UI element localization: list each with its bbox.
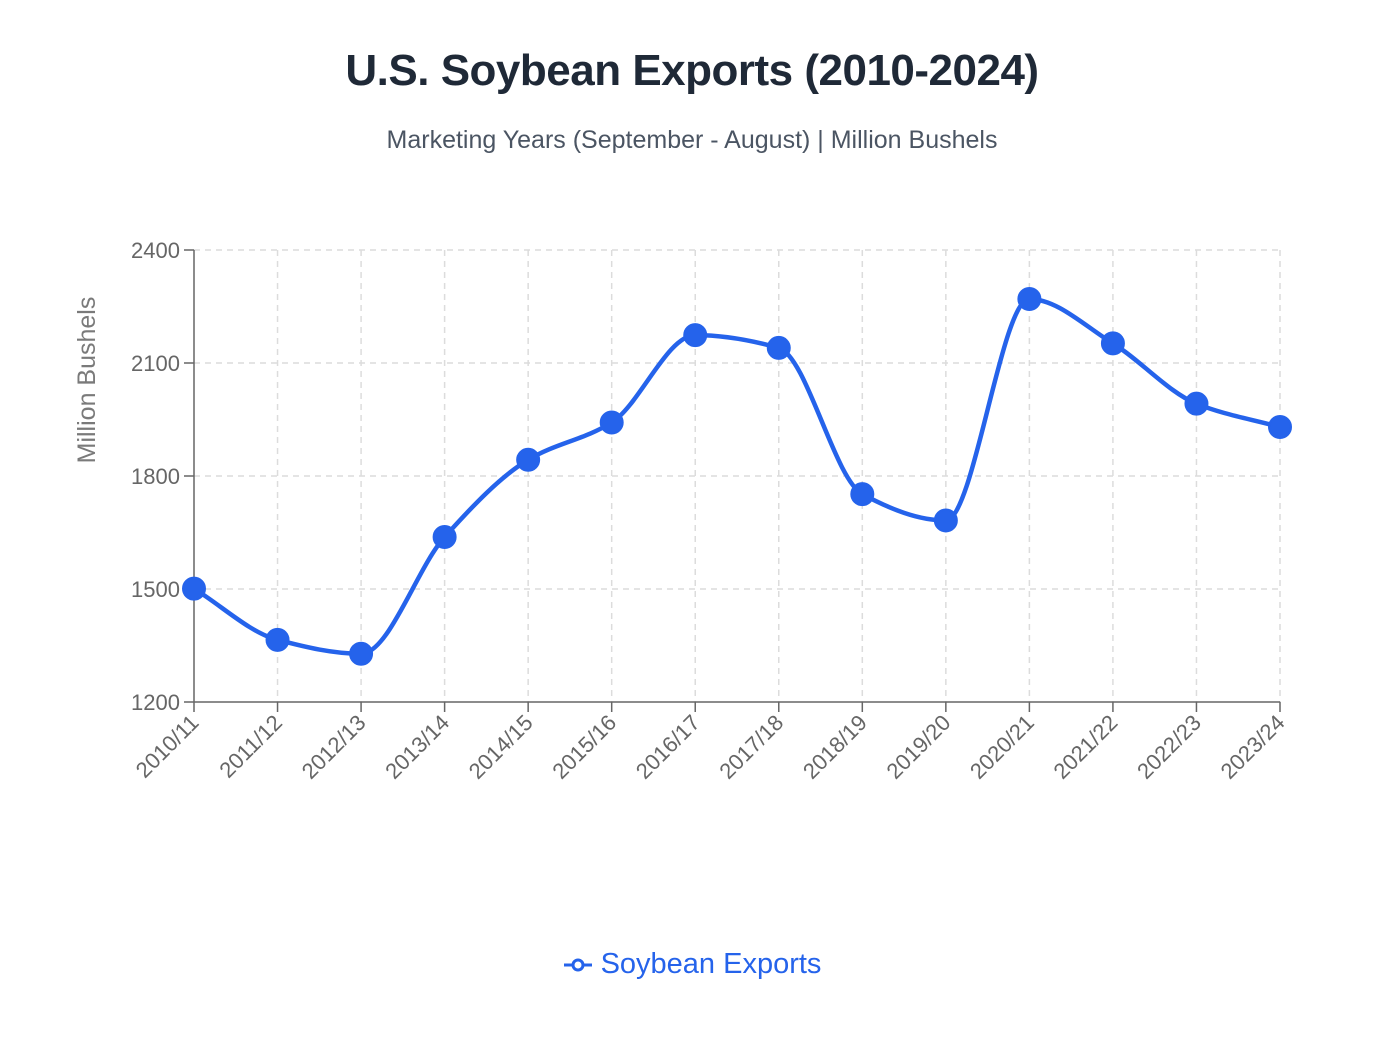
data-point[interactable]	[265, 627, 290, 652]
series-line	[191, 296, 1283, 657]
x-tick-label: 2019/20	[881, 710, 955, 784]
chart-title: U.S. Soybean Exports (2010-2024)	[345, 46, 1039, 95]
data-point[interactable]	[1184, 391, 1209, 416]
x-tick-label: 2013/14	[380, 710, 454, 784]
x-tick-label: 2020/21	[965, 710, 1039, 784]
y-tick-label: 2400	[131, 238, 180, 263]
x-tick-label: 2022/23	[1132, 710, 1206, 784]
x-tick-label: 2014/15	[464, 710, 538, 784]
data-point[interactable]	[349, 641, 374, 666]
y-tick-label: 2100	[131, 351, 180, 376]
data-point[interactable]	[683, 323, 708, 348]
legend-label: Soybean Exports	[600, 948, 822, 980]
x-tick-label: 2010/11	[131, 710, 204, 783]
data-point[interactable]	[432, 525, 457, 550]
x-tick-label: 2016/17	[631, 710, 705, 784]
x-tick-label: 2021/22	[1049, 710, 1123, 784]
y-tick-label: 1800	[131, 464, 180, 489]
legend-item-soybean-exports[interactable]: Soybean Exports	[563, 948, 822, 981]
x-tick-label: 2023/24	[1216, 710, 1290, 784]
x-tick-label: 2017/18	[714, 710, 788, 784]
x-tick-label: 2012/13	[297, 710, 371, 784]
y-tick-label: 1500	[131, 577, 180, 602]
data-point[interactable]	[599, 410, 624, 435]
y-tick-label: 1200	[131, 690, 180, 715]
x-tick-label: 2011/12	[214, 710, 287, 783]
grid-lines	[194, 249, 1281, 702]
series-layer	[182, 286, 1292, 666]
data-point[interactable]	[850, 482, 875, 507]
data-point[interactable]	[1017, 286, 1042, 311]
y-axis-label: Million Bushels	[73, 297, 101, 464]
chart-subtitle: Marketing Years (September - August) | M…	[386, 126, 998, 154]
data-point[interactable]	[1268, 415, 1292, 440]
x-tick-label: 2018/19	[798, 710, 872, 784]
data-point[interactable]	[516, 447, 541, 472]
data-point[interactable]	[933, 508, 958, 533]
x-tick-label: 2015/16	[547, 710, 621, 784]
data-point[interactable]	[766, 335, 791, 360]
data-point[interactable]	[182, 576, 206, 601]
data-point[interactable]	[1100, 331, 1125, 356]
legend: Soybean Exports	[0, 948, 1384, 981]
line-marker-icon	[563, 958, 592, 971]
axes: 1200 1500 1800 2100 2400 2010/11 2011/12 2012/1…	[131, 238, 1290, 784]
